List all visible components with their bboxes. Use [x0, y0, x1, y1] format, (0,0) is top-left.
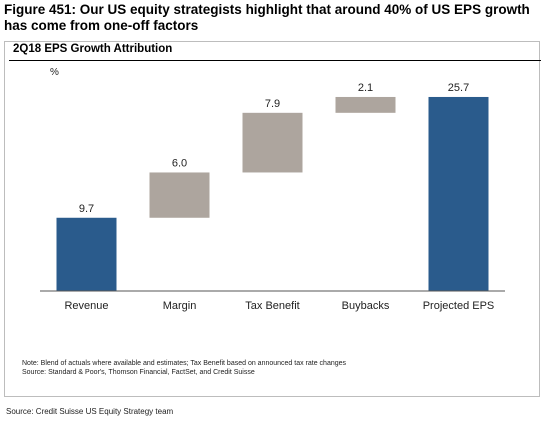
x-tick-label: Tax Benefit: [245, 300, 299, 312]
x-tick-label: Projected EPS: [423, 300, 495, 312]
panel-title: 2Q18 EPS Growth Attribution: [13, 43, 173, 55]
panel-header: 2Q18 EPS Growth Attribution: [9, 42, 541, 61]
chart-panel: 2Q18 EPS Growth Attribution: [4, 41, 541, 397]
x-tick-label: Margin: [163, 300, 197, 312]
bar-margin: [149, 172, 210, 218]
bar-tax-benefit: [242, 112, 303, 173]
y-axis-label: %: [50, 67, 59, 78]
x-tick-label: Revenue: [64, 300, 108, 312]
bar-revenue: [56, 217, 117, 291]
bar-buybacks: [335, 96, 396, 113]
data-label: 6.0: [172, 157, 187, 169]
source-line: Source: Credit Suisse US Equity Strategy…: [6, 407, 174, 416]
data-label: 7.9: [265, 98, 280, 110]
chart-notes: Note: Blend of actuals where available a…: [22, 360, 522, 377]
bar-projected-eps: [428, 96, 489, 291]
data-label: 9.7: [79, 203, 94, 215]
data-label: 2.1: [358, 82, 373, 94]
figure-title: Figure 451: Our US equity strategists hi…: [4, 2, 530, 33]
note-line: Note: Blend of actuals where available a…: [22, 360, 347, 367]
note-source-line: Source: Standard & Poor's, Thomson Finan…: [22, 368, 255, 376]
x-tick-label: Buybacks: [342, 300, 390, 312]
data-label: 25.7: [448, 82, 469, 94]
